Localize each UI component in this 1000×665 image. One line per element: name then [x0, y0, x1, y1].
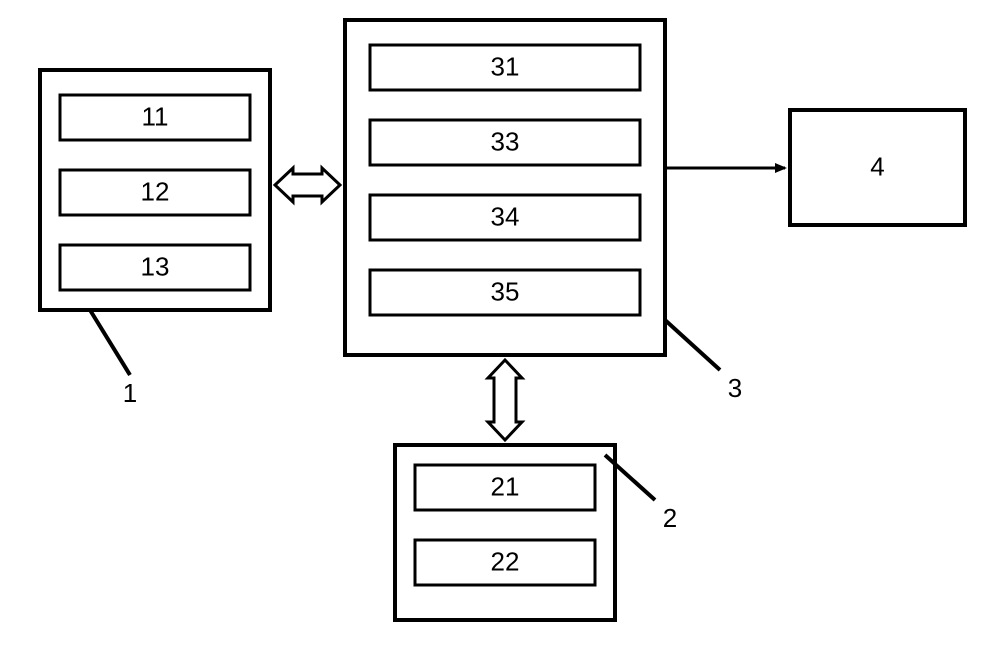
block-2-inner-1-label: 22	[491, 546, 520, 576]
block-3-label: 3	[728, 373, 742, 403]
block-2-label: 2	[663, 503, 677, 533]
block-2-inner-0-label: 21	[491, 471, 520, 501]
block-3-inner-3-label: 35	[491, 276, 520, 306]
arrow-block1-block3	[275, 168, 340, 202]
block-4-label: 4	[870, 151, 884, 181]
block-1-label: 1	[123, 378, 137, 408]
block-3-inner-1-label: 33	[491, 126, 520, 156]
block-1-inner-0-label: 11	[142, 101, 169, 131]
block-3-inner-2-label: 34	[491, 201, 520, 231]
arrow-block3-block2	[488, 360, 522, 440]
block-3-callout	[665, 320, 720, 370]
block-1-inner-2-label: 13	[141, 251, 170, 281]
block-3-inner-0-label: 31	[491, 51, 520, 81]
block-1-inner-1-label: 12	[141, 176, 170, 206]
block-1-callout	[90, 310, 130, 375]
